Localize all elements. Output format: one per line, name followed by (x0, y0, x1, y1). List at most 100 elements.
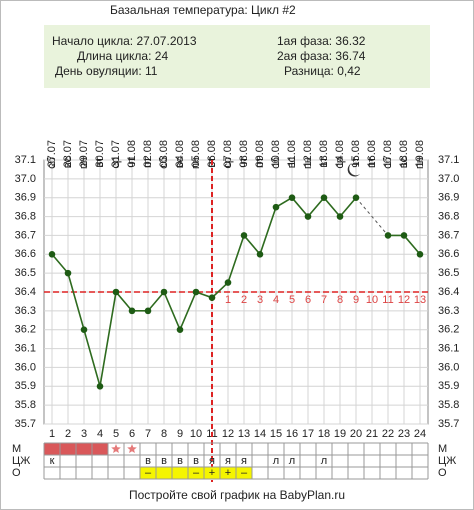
info-phase1: 1ая фаза: 36.32 (277, 34, 366, 48)
test-result: – (145, 467, 152, 479)
y-tick-label-right: 37.0 (438, 173, 459, 185)
y-tick-label-right: 36.7 (438, 229, 459, 241)
x-tick-label: 20 (350, 428, 362, 440)
y-tick-label-right: 36.2 (438, 324, 459, 336)
phase2-day: 3 (257, 294, 263, 306)
temperature-point (288, 194, 296, 202)
y-tick-label: 36.7 (15, 229, 36, 241)
phase2-day: 6 (305, 294, 311, 306)
mucus-cell: в (161, 455, 167, 467)
mucus-cell: л (321, 455, 327, 467)
x-tick-label: 24 (414, 428, 426, 440)
x-tick-label: 17 (302, 428, 314, 440)
weekday-label: вт (318, 157, 330, 168)
temperature-point (272, 203, 280, 211)
temperature-point (320, 194, 328, 202)
phase2-day: 10 (366, 294, 378, 306)
phase2-day: 2 (241, 294, 247, 306)
info-length: Длина цикла: 24 (77, 49, 168, 63)
mucus-cell: к (50, 455, 55, 467)
menstruation-cell (76, 443, 92, 455)
footer: Постройте свой график на BabyPlan.ru (129, 488, 345, 502)
y-tick-label-right: 36.0 (438, 361, 459, 373)
date-label: 10.08 (270, 140, 282, 168)
mucus-cell: я (209, 455, 215, 467)
test-result: – (193, 467, 200, 479)
x-tick-label: 3 (81, 428, 87, 440)
menstruation-cell (92, 443, 108, 455)
weekday-label: вс (174, 157, 186, 169)
date-label: 13.08 (318, 140, 330, 168)
y-tick-label-right: 36.5 (438, 267, 459, 279)
x-tick-label: 1 (49, 428, 55, 440)
x-tick-label: 16 (286, 428, 298, 440)
date-label: 09.08 (254, 140, 266, 168)
weekday-label: сб (46, 157, 58, 169)
y-tick-label: 36.0 (15, 361, 36, 373)
phase2-day: 5 (289, 294, 295, 306)
temperature-point (256, 250, 264, 258)
weekday-label: вс (62, 157, 74, 169)
x-tick-label: 23 (398, 428, 410, 440)
phase2-day: 8 (337, 294, 343, 306)
date-label: 04.08 (174, 140, 186, 168)
y-tick-label: 36.5 (15, 267, 36, 279)
mucus-cell: в (145, 455, 151, 467)
chart-title: Базальная температура: Цикл #2 (110, 3, 296, 17)
temperature-point (240, 232, 248, 239)
date-label: 27.07 (46, 140, 58, 168)
temperature-point (384, 232, 392, 239)
x-tick-label: 14 (254, 428, 266, 440)
date-label: 16.08 (366, 140, 378, 168)
x-tick-label: 4 (97, 428, 103, 440)
date-label: 31.07 (110, 140, 122, 168)
temperature-point (48, 250, 56, 258)
row-label-right: М (438, 443, 447, 455)
weekday-label: вт (94, 157, 106, 168)
temperature-point (160, 288, 168, 296)
weekday-label: пн (414, 157, 426, 169)
y-tick-label: 35.8 (15, 399, 36, 411)
temperature-point (352, 194, 360, 202)
phase2-day: 4 (273, 294, 279, 306)
test-cell (236, 467, 252, 479)
gap-connector (355, 197, 389, 236)
x-tick-label: 2 (65, 428, 71, 440)
test-result: + (209, 467, 215, 479)
spotting-star (127, 444, 137, 453)
weekday-label: пн (302, 157, 314, 169)
x-tick-label: 8 (161, 428, 167, 440)
x-tick-label: 7 (145, 428, 151, 440)
date-label: 01.08 (126, 140, 138, 168)
y-tick-label: 37.1 (15, 154, 36, 166)
spotting-star (111, 444, 121, 453)
mucus-cell: в (177, 455, 183, 467)
test-cell (188, 467, 204, 479)
x-tick-label: 5 (113, 428, 119, 440)
mucus-cell: л (289, 455, 295, 467)
test-cell (220, 467, 236, 479)
date-label: 14.08 (334, 140, 346, 168)
y-tick-label: 36.6 (15, 248, 36, 260)
menstruation-cell (60, 443, 76, 455)
info-box (44, 25, 430, 88)
x-tick-label: 19 (334, 428, 346, 440)
y-tick-label-right: 35.8 (438, 399, 459, 411)
temperature-point (192, 288, 200, 296)
test-result: + (225, 467, 231, 479)
x-tick-label: 6 (129, 428, 135, 440)
phase2-day: 7 (321, 294, 327, 306)
temperature-point (208, 294, 216, 301)
y-tick-label: 36.8 (15, 210, 36, 222)
weekday-label: ср (334, 157, 346, 169)
date-label: 08.08 (238, 140, 250, 168)
x-tick-label: 21 (366, 428, 378, 440)
weekday-label: ср (222, 157, 234, 169)
y-tick-label-right: 36.8 (438, 210, 459, 222)
row-label-right: ЦЖ (438, 455, 456, 467)
x-tick-label: 18 (318, 428, 330, 440)
temperature-point (304, 213, 312, 220)
date-label: 02.08 (142, 140, 154, 168)
moon-icon (347, 163, 360, 177)
date-label: 12.08 (302, 140, 314, 168)
